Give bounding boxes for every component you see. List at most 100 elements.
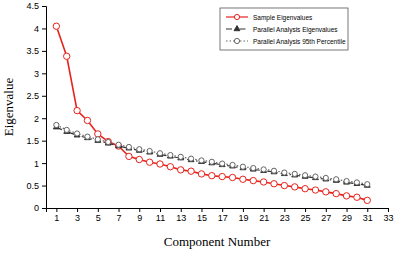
x-tick-mark	[305, 208, 306, 212]
legend-marker	[234, 38, 239, 43]
x-tick: 29	[342, 208, 352, 223]
series-marker	[333, 177, 339, 182]
series-marker	[147, 148, 152, 153]
y-tick-label: 1.5	[26, 136, 39, 146]
series-marker	[271, 181, 277, 187]
series-marker	[95, 137, 101, 142]
x-tick-label: 9	[137, 213, 142, 223]
series-marker	[95, 131, 101, 137]
x-tick-label: 33	[383, 213, 393, 223]
series-marker	[209, 172, 215, 178]
series-marker	[251, 165, 256, 170]
x-tick-label: 27	[321, 213, 331, 223]
series-marker	[365, 182, 370, 187]
x-tick-mark	[326, 208, 327, 212]
series-marker	[313, 174, 318, 179]
y-tick: 1.5	[26, 136, 46, 146]
x-tick: 13	[176, 208, 186, 223]
y-tick-label: 4.5	[26, 1, 39, 11]
x-tick-label: 17	[218, 213, 228, 223]
y-tick-label: 4	[34, 24, 39, 34]
x-tick: 11	[156, 208, 165, 223]
series-marker	[53, 23, 59, 29]
series-marker	[230, 163, 236, 168]
y-tick: 2.5	[26, 91, 46, 101]
x-tick-mark	[160, 208, 161, 212]
y-tick: 1	[34, 158, 46, 168]
series-marker	[115, 143, 121, 149]
x-tick-label: 23	[280, 213, 290, 223]
series-marker	[344, 179, 350, 184]
y-tick-mark	[42, 73, 46, 74]
x-axis-line	[47, 209, 389, 213]
series-marker	[209, 160, 215, 165]
series-marker	[106, 139, 111, 144]
x-tick-mark	[119, 208, 120, 212]
series-marker	[344, 178, 349, 183]
series-marker	[282, 170, 287, 175]
y-tick-mark	[42, 96, 46, 97]
plot: 1357911131517192123252729313300.511.522.…	[26, 1, 393, 223]
series-marker	[281, 182, 287, 188]
series-marker	[364, 197, 370, 203]
x-tick-mark	[201, 208, 202, 212]
series-marker	[168, 152, 173, 157]
y-tick-label: 3.5	[26, 46, 39, 56]
series-marker	[74, 107, 80, 113]
series-marker	[178, 167, 184, 173]
series-marker	[281, 171, 287, 176]
series-marker	[126, 153, 132, 159]
series-marker	[209, 159, 214, 164]
y-axis-title: Eigenvalue	[1, 78, 16, 137]
series-marker	[116, 142, 121, 147]
x-tick: 21	[259, 208, 269, 223]
y-axis-line	[42, 7, 47, 209]
series-marker	[199, 158, 204, 163]
series-marker	[364, 182, 370, 187]
legend: Sample EigenvaluesParallel Analysis Eige…	[220, 8, 348, 50]
y-tick: 0.5	[26, 181, 46, 191]
series-markers	[53, 124, 370, 187]
series-marker	[230, 162, 235, 167]
series-marker	[354, 180, 359, 185]
y-tick: 4.5	[26, 1, 46, 11]
series-marker	[167, 153, 173, 158]
series-marker	[85, 134, 90, 139]
series-marker	[64, 127, 69, 132]
series-marker	[157, 151, 163, 156]
series-marker	[240, 164, 245, 169]
series-marker	[136, 156, 142, 162]
x-tick: 5	[96, 208, 101, 223]
series-markers	[54, 122, 370, 186]
series-marker	[261, 167, 267, 172]
series-marker	[343, 193, 349, 199]
x-tick-mark	[243, 208, 244, 212]
legend-marker	[234, 14, 239, 19]
series-marker	[188, 156, 193, 161]
x-tick-label: 25	[301, 213, 311, 223]
x-tick: 33	[383, 208, 393, 223]
x-tick-label: 1	[54, 213, 59, 223]
x-tick-label: 13	[176, 213, 186, 223]
series-marker	[292, 171, 297, 176]
x-tick-label: 19	[238, 213, 248, 223]
series-marker	[74, 131, 79, 136]
y-tick-mark	[42, 51, 46, 52]
y-tick-label: 0	[34, 203, 39, 213]
y-tick-mark	[42, 6, 46, 7]
x-tick-mark	[181, 208, 182, 212]
series-marker	[333, 190, 339, 196]
series-marker	[292, 172, 298, 177]
x-tick: 17	[218, 208, 228, 223]
x-tick-label: 3	[75, 213, 80, 223]
x-tick-label: 11	[156, 213, 165, 223]
series-marker	[199, 158, 205, 163]
series-marker	[250, 166, 256, 171]
x-tick-mark	[367, 208, 368, 212]
series-marker	[229, 174, 235, 180]
x-tick: 23	[280, 208, 290, 223]
legend-box	[220, 8, 348, 50]
x-axis: 13579111315171921232527293133	[47, 208, 394, 223]
x-tick: 9	[137, 208, 142, 223]
series-marker	[95, 137, 100, 142]
